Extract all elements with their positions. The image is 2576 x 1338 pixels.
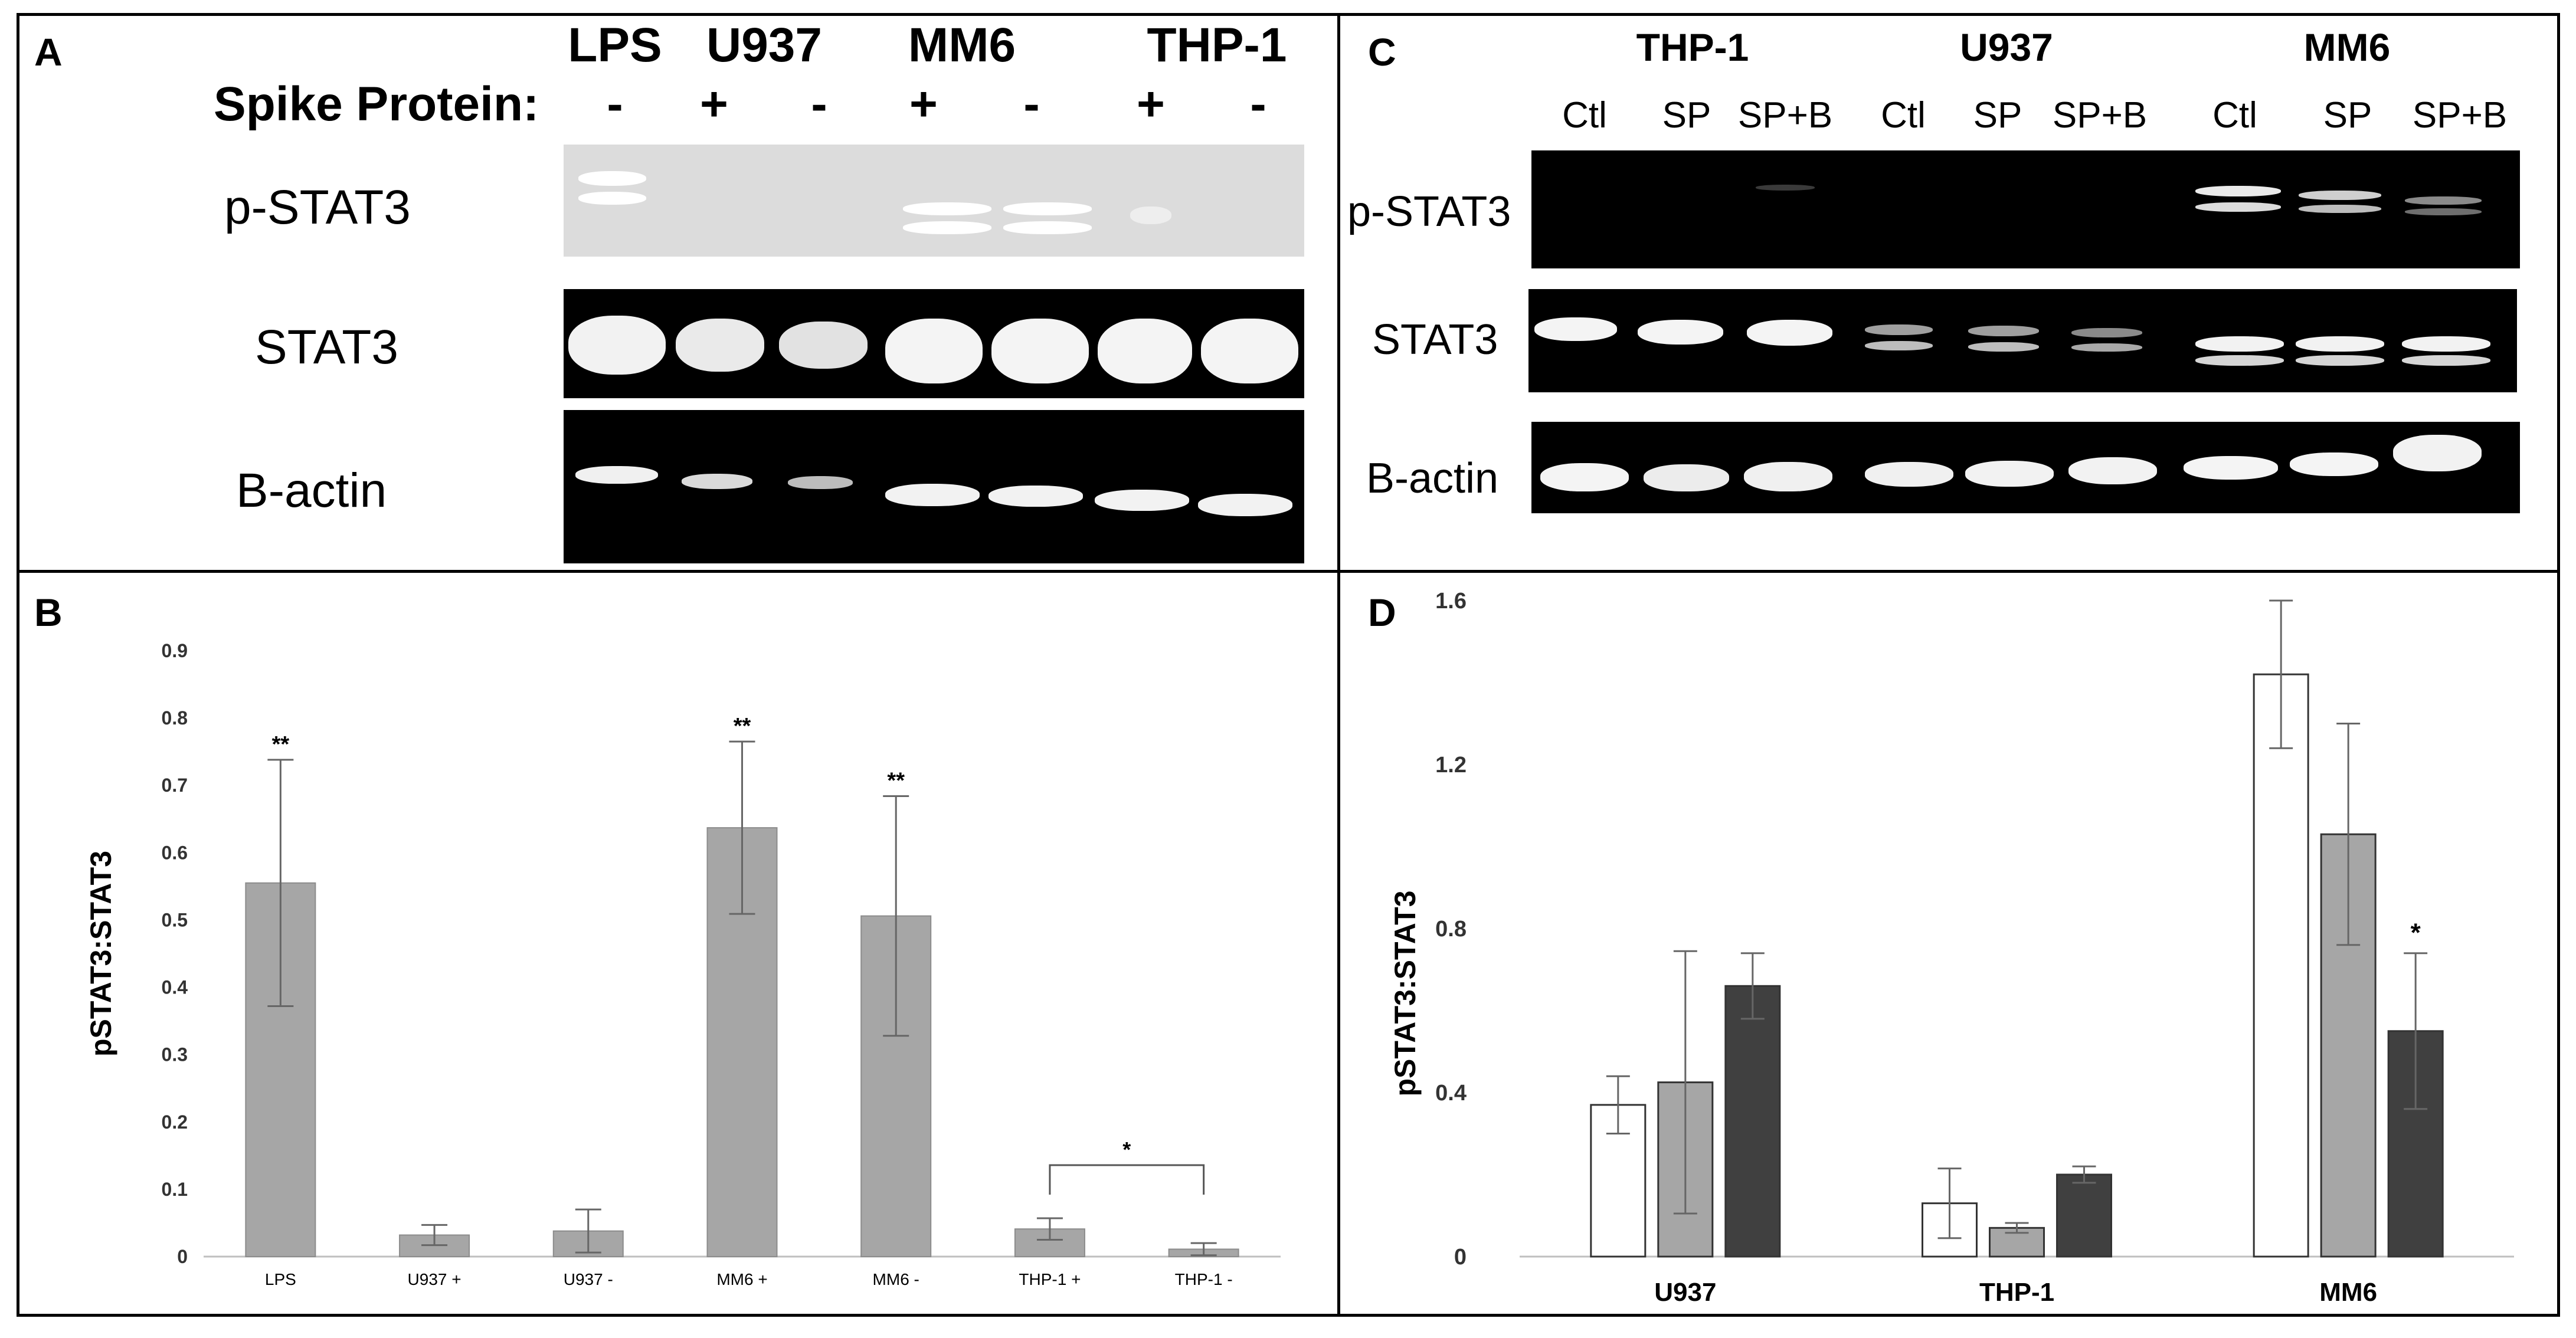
b-ytick-label: 0.3 [162, 1044, 188, 1065]
b-xtick-label: LPS [265, 1270, 296, 1288]
blot-c-pstat3 [1531, 150, 2520, 268]
panel-letter-d: D [1368, 591, 1396, 634]
d-ytick-label: 0.4 [1435, 1081, 1467, 1106]
header-lps: LPS [568, 18, 662, 72]
b-ytick-label: 0.8 [162, 707, 188, 729]
blot-c-bactin [1531, 422, 2520, 513]
b-ytick-label: 0.5 [162, 909, 188, 930]
b-ytick-label: 0.6 [162, 842, 188, 863]
blot-a-bactin [564, 410, 1304, 563]
b-xtick-label: MM6 + [716, 1270, 767, 1288]
b-significance: ** [272, 732, 290, 757]
d-xtick-label: MM6 [2319, 1278, 2377, 1307]
panel-divider-horizontal [17, 570, 2560, 573]
b-xtick-label: THP-1 - [1175, 1270, 1233, 1288]
sign-2: + [700, 77, 728, 131]
row-label-c-bactin: B-actin [1366, 455, 1499, 502]
lane-c-3: SP+B [1737, 95, 1833, 136]
lane-c-9: SP+B [2412, 95, 2508, 136]
row-label-stat3: STAT3 [255, 320, 398, 374]
d-ytick-label: 0.8 [1435, 917, 1467, 942]
header-c-thp1: THP-1 [1636, 25, 1749, 69]
b-bracket-label: * [1122, 1137, 1131, 1162]
lane-c-1: Ctl [1562, 95, 1607, 136]
d-xtick-label: U937 [1654, 1278, 1716, 1307]
sign-1: - [607, 77, 623, 131]
b-xtick-label: U937 + [408, 1270, 461, 1288]
header-u937: U937 [706, 18, 823, 72]
d-ytick-label: 1.2 [1435, 753, 1467, 778]
b-ytick-label: 0.1 [162, 1179, 188, 1200]
figure-frame [17, 13, 2560, 1317]
header-thp1: THP-1 [1147, 18, 1287, 72]
spike-protein-label: Spike Protein: [214, 77, 539, 131]
header-c-mm6: MM6 [2303, 25, 2391, 69]
lane-c-2: SP [1662, 95, 1711, 136]
blot-a-stat3 [564, 289, 1304, 398]
b-significance: ** [887, 768, 905, 793]
sign-3: - [811, 77, 827, 131]
b-ytick-label: 0.2 [162, 1111, 188, 1133]
panel-letter-b: B [34, 591, 63, 634]
b-ytick-label: 0 [177, 1246, 188, 1267]
row-label-pstat3: p-STAT3 [224, 181, 411, 234]
blot-a-pstat3 [564, 145, 1304, 257]
panel-letter-c: C [1368, 30, 1396, 74]
lane-c-7: Ctl [2212, 95, 2257, 136]
sign-4: + [909, 77, 938, 131]
b-xtick-label: U937 - [564, 1270, 613, 1288]
d-ytick-label: 0 [1454, 1245, 1467, 1270]
row-label-c-pstat3: p-STAT3 [1347, 188, 1511, 235]
b-bracket [1049, 1164, 1205, 1195]
d-bar [2253, 673, 2309, 1258]
d-significance: * [2411, 919, 2421, 947]
sign-5: - [1023, 77, 1040, 131]
sign-7: - [1250, 77, 1266, 131]
header-mm6: MM6 [908, 18, 1016, 72]
sign-6: + [1137, 77, 1165, 131]
blot-c-stat3 [1528, 289, 2517, 392]
header-c-u937: U937 [1960, 25, 2053, 69]
panel-divider-vertical [1337, 13, 1340, 1317]
row-label-c-stat3: STAT3 [1372, 316, 1498, 363]
lane-c-4: Ctl [1881, 95, 1926, 136]
d-xtick-label: THP-1 [1979, 1278, 2054, 1307]
lane-c-8: SP [2323, 95, 2372, 136]
b-xtick-label: THP-1 + [1019, 1270, 1081, 1288]
lane-c-6: SP+B [2052, 95, 2148, 136]
d-ylabel: pSTAT3:STAT3 [1389, 890, 1422, 1096]
d-ytick-label: 1.6 [1435, 589, 1467, 614]
b-ylabel: pSTAT3:STAT3 [84, 851, 117, 1057]
lane-c-5: SP [1973, 95, 2022, 136]
b-ytick-label: 0.7 [162, 775, 188, 796]
b-significance: ** [734, 714, 751, 739]
b-ytick-label: 0.4 [162, 977, 188, 998]
panel-letter-a: A [34, 30, 63, 74]
row-label-bactin: B-actin [236, 464, 387, 517]
d-bar [1724, 985, 1781, 1258]
b-ytick-label: 0.9 [162, 640, 188, 661]
b-xtick-label: MM6 - [873, 1270, 919, 1288]
d-bar [2056, 1173, 2112, 1258]
